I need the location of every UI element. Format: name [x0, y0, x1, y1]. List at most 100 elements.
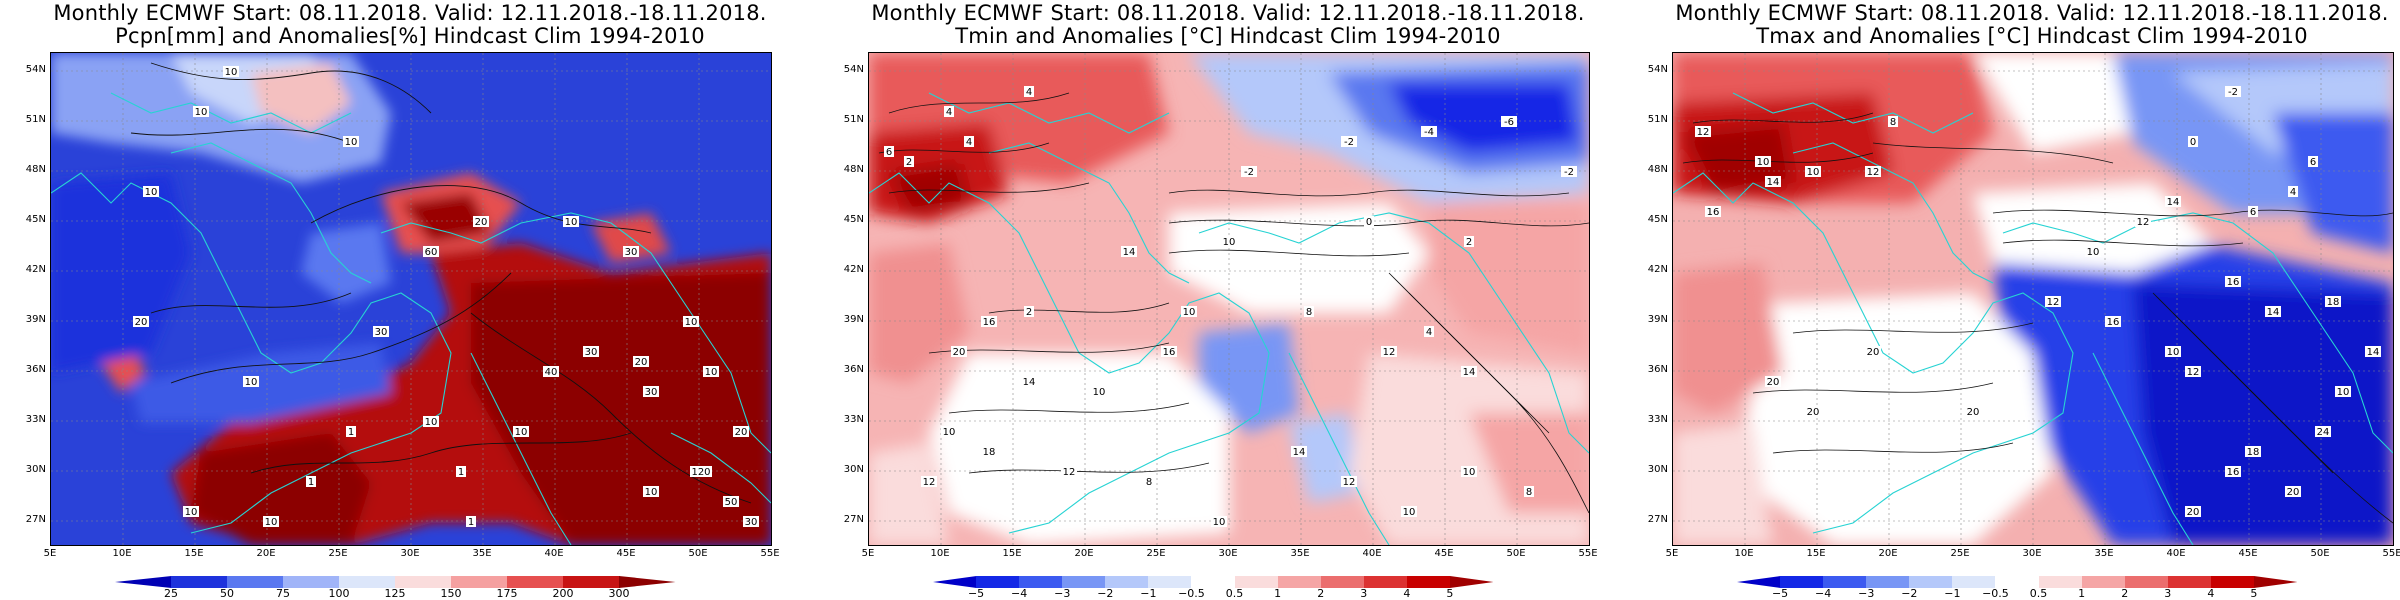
contour-label-box	[1181, 306, 1197, 317]
contour-label: 1	[348, 427, 354, 438]
contour-label: 30	[375, 327, 388, 338]
colorbar-segment	[563, 576, 620, 588]
contour-label-box	[1121, 246, 1137, 257]
coastline-lines	[869, 92, 1589, 545]
contour-label-box	[981, 446, 997, 457]
contour-label: 20	[953, 347, 966, 358]
colorbar-tick-label: 0.5	[1225, 587, 1244, 600]
panel-title: Monthly ECMWF Start: 08.11.2018. Valid: …	[868, 2, 1588, 48]
contour-label-box	[2085, 246, 2101, 257]
contour-label-box	[373, 326, 389, 337]
lon-tick-label: 30E	[400, 548, 420, 559]
contour-label: 120	[691, 467, 710, 478]
contour-label-box	[623, 246, 639, 257]
contour-label: 30	[625, 247, 638, 258]
colorbar-tick-label: 3	[1360, 587, 1368, 600]
colorbar-tick-label: −0.5	[1982, 587, 2009, 600]
colorbar-segment	[2081, 576, 2126, 588]
contour-label: 10	[2337, 387, 2350, 398]
title-line-2: Tmax and Anomalies [°C] Hindcast Clim 19…	[1756, 24, 2308, 48]
contour-label: 10	[1223, 237, 1236, 248]
contour-label-box	[543, 366, 559, 377]
contour-label-box	[2188, 136, 2198, 147]
title-line-2: Tmin and Anomalies [°C] Hindcast Clim 19…	[955, 24, 1501, 48]
title-line-1: Monthly ECMWF Start: 08.11.2018. Valid: …	[1675, 1, 2389, 25]
colorbar-tick-label: 175	[496, 587, 518, 600]
lon-tick-label: 15E	[1002, 548, 1022, 559]
contour-label-box	[1561, 166, 1577, 177]
contour-label-box	[1805, 166, 1821, 177]
contour-label: 1	[458, 467, 464, 478]
lon-tick-label: 30E	[1218, 548, 1238, 559]
contour-label-box	[1061, 466, 1077, 477]
lat-tick-label: 39N	[1647, 314, 1668, 325]
tmax-anomaly-map: -2 0 12 10 8 10 14 12 16 14 6 4 6 12 10 16 14 18 12 16 10 12 2…	[1672, 52, 2394, 546]
contour-label-box	[633, 356, 649, 367]
contour-label: 2	[1466, 237, 1472, 248]
lat-tick-label: 45N	[25, 214, 46, 225]
contour-label: 16	[1707, 207, 1720, 218]
colorbar-tick-label: −2	[1901, 587, 1918, 600]
contour-label: 20	[1767, 377, 1780, 388]
contour-label-box	[1424, 326, 1434, 337]
colorbar-segment	[1277, 576, 1322, 588]
contour-label: 12	[1063, 467, 1076, 478]
lon-tick-label: 5E	[43, 548, 57, 559]
contour-label-box	[1464, 236, 1474, 247]
contour-label-box	[473, 216, 489, 227]
tmax-panel: Monthly ECMWF Start: 08.11.2018. Valid: …	[1622, 0, 2400, 600]
contour-label: 12	[2187, 367, 2200, 378]
contour-label: 6	[886, 147, 892, 158]
lat-tick-label: 42N	[843, 264, 864, 275]
colorbar-tick-label: 4	[1403, 587, 1411, 600]
colorbar-tick-label: 50	[220, 587, 234, 600]
contour-label-box	[1381, 346, 1397, 357]
colorbar-segment	[2124, 576, 2169, 588]
contour-label-box	[263, 516, 279, 527]
contour-label-box	[2165, 346, 2181, 357]
contour-label: 16	[2227, 277, 2240, 288]
contour-label: 8	[1526, 487, 1532, 498]
contour-label-box	[2265, 306, 2281, 317]
contour-label-box	[743, 516, 759, 527]
colorbar-segment	[1363, 576, 1408, 588]
colorbar-segment	[1320, 576, 1365, 588]
colorbar-tick-label: −1	[1944, 587, 1961, 600]
contour-label-box	[423, 246, 439, 257]
contour-label: 10	[1463, 467, 1476, 478]
lon-tick-label: 40E	[1362, 548, 1382, 559]
contour-label-box	[223, 66, 239, 77]
contour-label: -2	[1244, 167, 1254, 178]
contour-label-box	[1161, 346, 1177, 357]
colorbar-tick-label: −3	[1054, 587, 1071, 600]
colorbar-segment	[171, 576, 228, 588]
contour-label-box	[2105, 316, 2121, 327]
precip-anomaly-map: 10 10 10 10 20 10 30 60 20 10 30 30 10 10 1 1 10 1 10 40 30 2…	[50, 52, 772, 546]
colorbar-tick-label: 1	[2078, 587, 2086, 600]
contour-label: 8	[1890, 117, 1896, 128]
lon-tick-label: 30E	[2022, 548, 2042, 559]
contour-label-box	[193, 106, 209, 117]
contour-label-box	[306, 476, 316, 487]
contour-label: 10	[2167, 347, 2180, 358]
colorbar-segment	[1062, 576, 1106, 588]
contour-label: 10	[943, 427, 956, 438]
colorbar-segment	[2210, 576, 2255, 588]
contour-label-box	[1291, 446, 1307, 457]
contour-label-box	[1091, 386, 1107, 397]
contour-label: 10	[705, 367, 718, 378]
contour-label: 30	[585, 347, 598, 358]
contour-label: 20	[1807, 407, 1820, 418]
contour-label: 10	[1183, 307, 1196, 318]
colorbar-segment	[976, 576, 1020, 588]
contour-label: -2	[2228, 87, 2238, 98]
contour-label: 10	[185, 507, 198, 518]
contour-label: 10	[195, 107, 208, 118]
lon-tick-label: 10E	[930, 548, 950, 559]
contour-label: 4	[1026, 87, 1032, 98]
contour-label: -2	[1564, 167, 1574, 178]
contour-label: 60	[425, 247, 438, 258]
contour-label-box	[1524, 486, 1534, 497]
title-line-1: Monthly ECMWF Start: 08.11.2018. Valid: …	[871, 1, 1585, 25]
colorbar-tick-label: 5	[2250, 587, 2258, 600]
